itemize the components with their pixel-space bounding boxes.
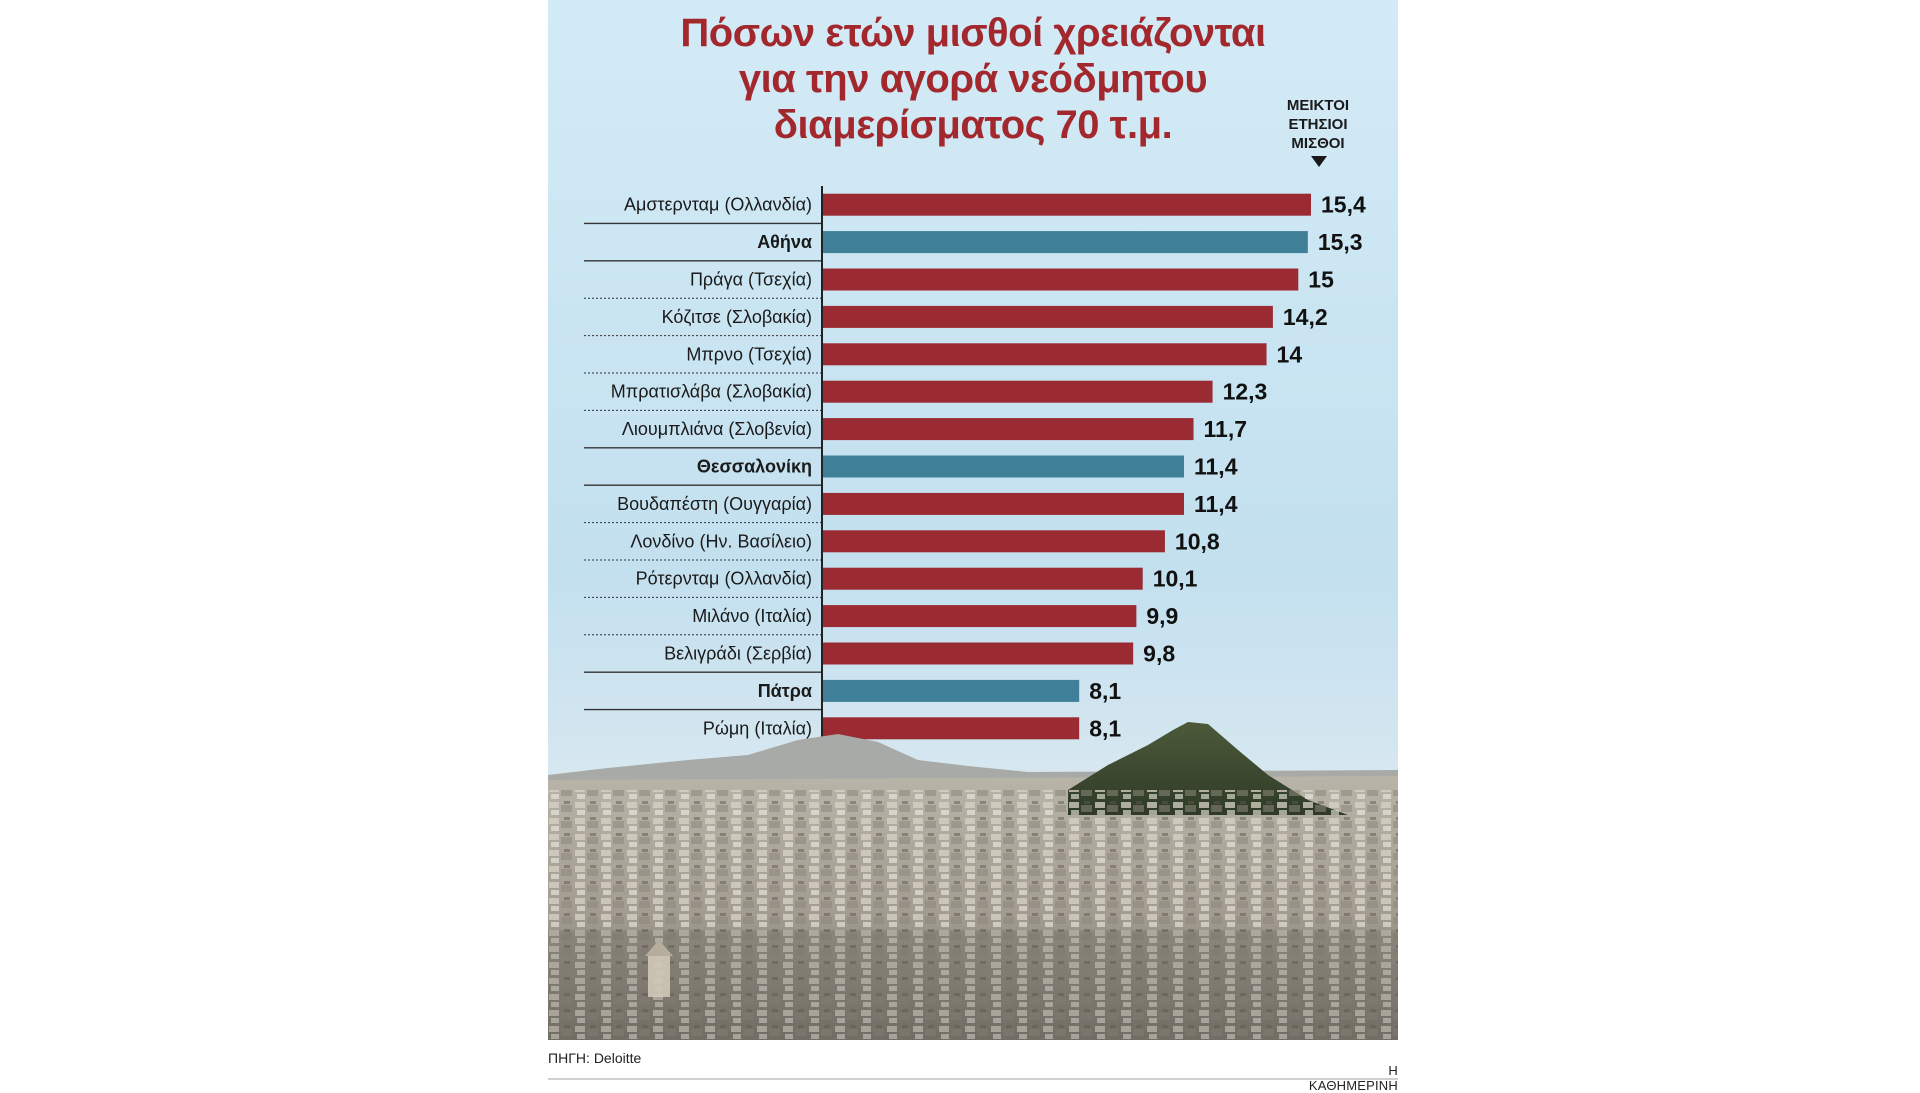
data-label: 14,2 — [1283, 304, 1328, 330]
category-label: Βουδαπέστη (Ουγγαρία) — [617, 494, 812, 514]
category-label: Μπρνο (Τσεχία) — [686, 344, 812, 364]
bar — [822, 717, 1080, 740]
data-label: 15,4 — [1321, 192, 1366, 218]
chart-title-line-2: για την αγορά νεόδμητου — [738, 57, 1208, 101]
category-city: Αμστερνταμ — [624, 195, 720, 215]
bar — [822, 605, 1137, 628]
category-city: Ρότερνταμ — [636, 569, 720, 589]
category-city: Ρώμη — [703, 718, 749, 738]
data-label: 11,7 — [1204, 416, 1248, 442]
value-axis-label: ΜΕΙΚΤΟΙ ΕΤΗΣΙΟΙ ΜΙΣΘΟΙ — [1258, 96, 1378, 153]
infographic-panel: Πόσων ετών μισθοί χρειάζονται για την αγ… — [548, 0, 1398, 1040]
category-country: (Ιταλία) — [749, 718, 812, 738]
category-country: (Ιταλία) — [749, 606, 812, 626]
arrow-down-icon — [1311, 156, 1327, 167]
data-label: 15,3 — [1318, 229, 1363, 255]
data-label: 11,4 — [1194, 491, 1238, 517]
bar — [822, 455, 1184, 478]
category-city: Λονδίνο — [630, 531, 694, 551]
chart-title-line-3: διαμερίσματος 70 τ.μ. — [773, 103, 1173, 147]
category-country: (Σλοβακία) — [721, 307, 812, 327]
category-city: Μπρατισλάβα — [611, 382, 721, 402]
category-label: Μπρατισλάβα (Σλοβακία) — [611, 382, 812, 402]
category-city: Θεσσαλονίκη — [697, 457, 812, 477]
bar — [822, 380, 1213, 403]
category-country: (Τσεχία) — [743, 344, 812, 364]
category-country: (Τσεχία) — [743, 270, 812, 290]
chart-title-line-1: Πόσων ετών μισθοί χρειάζονται — [680, 11, 1266, 55]
category-label: Πράγα (Τσεχία) — [690, 270, 812, 290]
category-label: Αμστερνταμ (Ολλανδία) — [624, 195, 812, 215]
category-city: Αθήνα — [757, 232, 812, 252]
category-label: Θεσσαλονίκη — [697, 457, 812, 477]
category-label: Ρώμη (Ιταλία) — [703, 718, 812, 738]
data-label: 14 — [1277, 341, 1303, 367]
data-label: 9,9 — [1146, 603, 1178, 629]
data-label: 8,1 — [1089, 715, 1121, 740]
value-axis-label-line-3: ΜΙΣΘΟΙ — [1291, 135, 1345, 152]
data-label: 11,4 — [1194, 454, 1238, 480]
category-label: Αθήνα — [757, 232, 812, 252]
bar — [822, 231, 1308, 254]
data-label: 12,3 — [1223, 379, 1268, 405]
category-country: (Ολλανδία) — [719, 195, 812, 215]
bar — [822, 343, 1267, 366]
data-label: 15 — [1308, 267, 1334, 293]
data-label: 9,8 — [1143, 641, 1175, 667]
category-label: Βελιγράδι (Σερβία) — [664, 644, 812, 664]
category-city: Βουδαπέστη — [617, 494, 718, 514]
athens-skyline-image — [548, 722, 1398, 1040]
data-label: 10,8 — [1175, 528, 1220, 554]
bar — [822, 193, 1311, 216]
category-label: Λιουμπλιάνα (Σλοβενία) — [622, 419, 812, 439]
category-country: (Ουγγαρία) — [718, 494, 812, 514]
bar — [822, 418, 1194, 441]
category-city: Πάτρα — [758, 681, 812, 701]
category-city: Μπρνο — [686, 344, 743, 364]
category-country: (Σλοβακία) — [721, 382, 812, 402]
category-city: Μιλάνο — [692, 606, 749, 626]
category-country: (Ην. Βασίλειο) — [694, 531, 812, 551]
category-country: (Σερβία) — [741, 644, 812, 664]
value-axis-label-line-2: ΕΤΗΣΙΟΙ — [1288, 116, 1348, 133]
bar — [822, 567, 1143, 590]
bar — [822, 492, 1184, 515]
chart-title: Πόσων ετών μισθοί χρειάζονται για την αγ… — [548, 10, 1398, 148]
bar — [822, 642, 1134, 665]
category-country: (Ολλανδία) — [719, 569, 812, 589]
category-city: Λιουμπλιάνα — [622, 419, 723, 439]
bottom-divider — [548, 1078, 1398, 1080]
bar-chart: Αμστερνταμ (Ολλανδία) 15,4 Αθήνα 15,3 Πράγα … — [584, 186, 1366, 740]
category-label: Κόζιτσε (Σλοβακία) — [662, 307, 812, 327]
category-label: Λονδίνο (Ην. Βασίλειο) — [630, 531, 812, 551]
value-axis-label-line-1: ΜΕΙΚΤΟΙ — [1286, 97, 1350, 114]
data-label: 10,1 — [1153, 566, 1198, 592]
bar — [822, 268, 1299, 291]
category-city: Πράγα — [690, 270, 743, 290]
category-label: Ρότερνταμ (Ολλανδία) — [636, 569, 812, 589]
category-label: Πάτρα — [758, 681, 812, 701]
bar — [822, 305, 1273, 328]
category-label: Μιλάνο (Ιταλία) — [692, 606, 812, 626]
source-note: ΠΗΓΗ: Deloitte — [548, 1050, 642, 1066]
category-city: Κόζιτσε — [662, 307, 721, 327]
bar — [822, 679, 1080, 702]
data-label: 8,1 — [1089, 678, 1121, 704]
category-country: (Σλοβενία) — [723, 419, 812, 439]
category-city: Βελιγράδι — [664, 644, 741, 664]
bar — [822, 530, 1165, 553]
